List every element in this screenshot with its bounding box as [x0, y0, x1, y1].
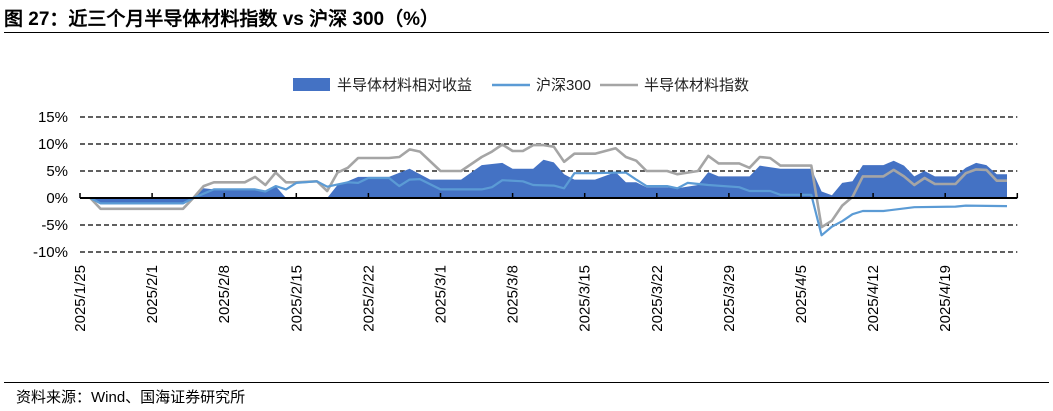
- source-note: 资料来源：Wind、国海证券研究所: [16, 389, 246, 406]
- x-tick-label: 2025/3/22: [649, 265, 666, 332]
- title-divider: [4, 32, 1049, 33]
- area-series: [90, 159, 1008, 204]
- legend-label: 半导体材料相对收益: [337, 77, 472, 94]
- line-series: [89, 143, 1008, 237]
- y-tick-label: 15%: [38, 109, 68, 126]
- legend-swatch-relative-return: [293, 78, 330, 91]
- legend-label: 半导体材料指数: [644, 77, 749, 94]
- legend: 半导体材料相对收益 沪深300 半导体材料指数: [293, 77, 749, 94]
- y-tick-label: 5%: [46, 163, 68, 180]
- x-tick-label: 2025/2/1: [144, 265, 161, 323]
- source-divider: [4, 382, 1049, 383]
- x-tick-label: 2025/2/22: [360, 265, 377, 332]
- line-hs300: [89, 171, 1008, 237]
- line-semiconductor-index: [89, 143, 1007, 229]
- y-tick-label: -10%: [33, 244, 68, 261]
- x-tick-label: 2025/1/25: [72, 265, 89, 332]
- figure-title: 图 27：近三个月半导体材料指数 vs 沪深 300（%）: [4, 9, 439, 30]
- x-tick-label: 2025/3/8: [505, 265, 522, 323]
- y-axis-labels: 15% 10% 5% 0% -5% -10%: [33, 109, 68, 261]
- x-tick-label: 2025/4/19: [937, 265, 954, 332]
- x-tick-label: 2025/4/5: [793, 265, 810, 323]
- x-tick-label: 2025/3/1: [433, 265, 450, 323]
- y-tick-label: 10%: [38, 136, 68, 153]
- x-axis: [79, 193, 1019, 199]
- y-tick-label: -5%: [41, 217, 68, 234]
- area-relative-return: [90, 159, 1008, 204]
- y-tick-label: 0%: [46, 190, 68, 207]
- x-tick-label: 2025/3/15: [577, 265, 594, 332]
- x-tick-label: 2025/2/15: [288, 265, 305, 332]
- x-tick-label: 2025/2/8: [216, 265, 233, 323]
- x-tick-label: 2025/4/12: [865, 265, 882, 332]
- x-tick-label: 2025/3/29: [721, 265, 738, 332]
- x-axis-labels: 2025/1/25 2025/2/1 2025/2/8 2025/2/15 2025/2…: [72, 265, 954, 332]
- legend-label: 沪深300: [536, 77, 591, 94]
